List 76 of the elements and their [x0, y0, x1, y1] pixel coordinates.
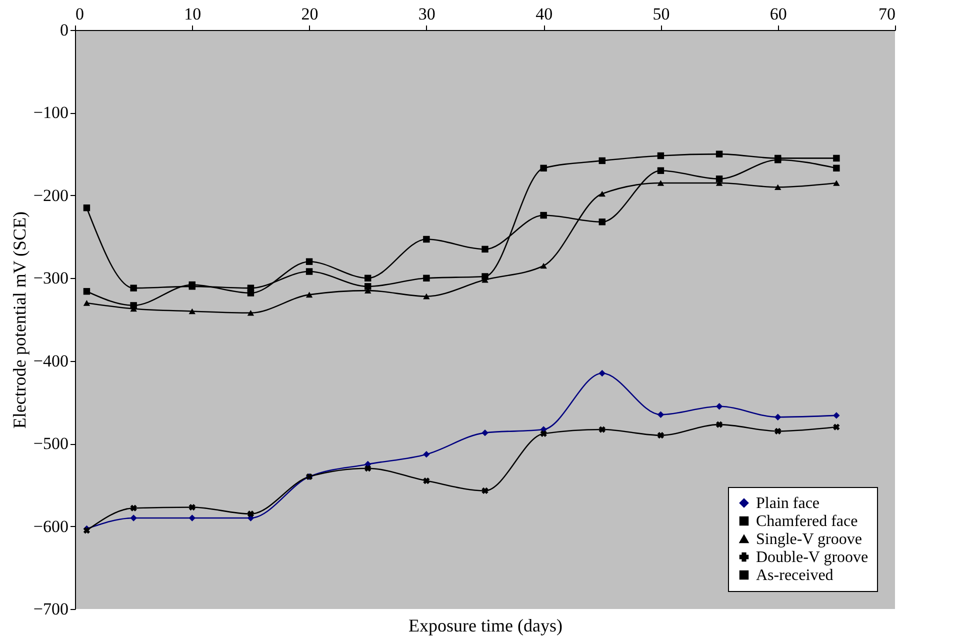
- point: [423, 293, 430, 300]
- point: [540, 430, 547, 437]
- point: [423, 274, 430, 282]
- point: [482, 429, 488, 436]
- point: [83, 288, 90, 295]
- point: [364, 274, 372, 282]
- point: [774, 184, 782, 190]
- point: [657, 180, 664, 186]
- point: [598, 370, 606, 377]
- x-tick-label: 30: [418, 4, 436, 24]
- point: [247, 510, 254, 518]
- point: [188, 514, 196, 522]
- legend-label: As-received: [756, 567, 834, 584]
- point: [540, 164, 547, 172]
- point: [83, 300, 90, 306]
- point: [130, 514, 137, 522]
- point: [716, 402, 723, 410]
- point: [598, 426, 606, 433]
- point: [716, 421, 723, 428]
- y-tick-label: −700: [33, 600, 68, 618]
- point: [598, 157, 606, 164]
- y-tick-label: −400: [33, 351, 68, 370]
- point: [423, 450, 430, 458]
- point: [306, 268, 313, 275]
- point: [657, 167, 664, 174]
- legend-label: Double-V groove: [756, 549, 868, 566]
- point: [774, 428, 782, 434]
- point: [423, 477, 430, 484]
- y-tick-label: −200: [33, 186, 68, 205]
- y-tick-label: −500: [33, 434, 68, 454]
- point: [657, 411, 664, 418]
- point: [482, 487, 488, 494]
- point: [188, 504, 196, 511]
- point: [83, 204, 90, 212]
- point: [540, 212, 547, 219]
- x-tick-label: 60: [770, 4, 787, 24]
- point: [130, 302, 137, 309]
- x-tick-label: 70: [878, 4, 896, 24]
- y-axis-title: Electrode potential mV (SCE): [9, 211, 30, 429]
- point: [833, 164, 840, 172]
- point: [716, 150, 723, 158]
- point: [598, 218, 606, 226]
- point: [833, 180, 840, 186]
- point: [774, 414, 782, 420]
- x-tick-label: 20: [301, 4, 318, 24]
- y-tick-label: −600: [33, 516, 68, 536]
- point: [657, 432, 664, 439]
- point: [833, 412, 840, 419]
- y-tick-label: −100: [33, 103, 68, 122]
- legend-label: Plain face: [756, 495, 820, 512]
- y-tick-label: −300: [33, 268, 68, 288]
- x-tick-label: 0: [76, 4, 84, 24]
- x-tick-label: 10: [184, 4, 202, 24]
- point: [130, 504, 137, 512]
- point: [247, 310, 254, 316]
- point: [540, 262, 547, 269]
- point: [364, 283, 372, 290]
- point: [423, 236, 430, 243]
- point: [716, 176, 723, 182]
- point: [188, 308, 196, 314]
- point: [130, 284, 137, 292]
- point: [482, 246, 488, 253]
- point: [833, 424, 840, 430]
- point: [306, 292, 313, 298]
- x-tick-label: 40: [536, 4, 553, 24]
- point: [598, 190, 606, 197]
- point: [657, 152, 664, 160]
- point: [306, 258, 313, 265]
- legend-label: Chamfered face: [756, 513, 858, 530]
- y-tick-label: 0: [60, 20, 68, 40]
- legend-label: Single-V groove: [756, 531, 862, 548]
- x-tick-label: 50: [652, 4, 670, 24]
- x-axis-title: Exposure time (days): [408, 616, 562, 636]
- point: [247, 290, 254, 296]
- point: [364, 465, 372, 472]
- point: [833, 154, 840, 162]
